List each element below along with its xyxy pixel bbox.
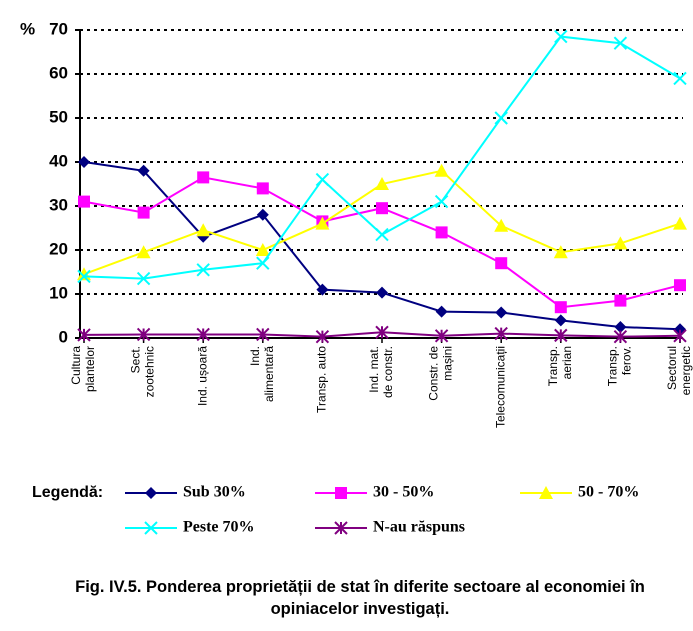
marker: [554, 29, 568, 44]
marker: [196, 223, 211, 237]
marker: [495, 306, 508, 319]
marker: [539, 486, 553, 499]
marker: [137, 164, 150, 177]
marker: [77, 328, 91, 342]
marker: [434, 329, 449, 343]
marker: [613, 236, 628, 250]
marker: [256, 182, 269, 195]
x-tick-label: Constr. demașini: [427, 346, 455, 401]
marker: [136, 327, 151, 342]
marker: [554, 314, 567, 327]
marker: [375, 177, 389, 190]
marker: [136, 245, 151, 259]
x-tick-label: Sectorulenergetic: [665, 346, 693, 395]
chart-title: Fig. IV.5. Ponderea proprietății de stat…: [75, 578, 645, 618]
y-tick-label: 50: [49, 107, 68, 126]
x-tick-label: Culturaplantelor: [69, 346, 97, 392]
legend-marker: [144, 521, 158, 535]
y-tick-label: 30: [49, 195, 68, 214]
marker: [494, 326, 508, 341]
legend-label: N-au răspuns: [373, 519, 465, 536]
marker: [78, 195, 90, 208]
y-tick-label: 40: [49, 151, 68, 170]
marker: [613, 36, 628, 50]
marker: [376, 286, 388, 299]
marker: [256, 327, 270, 342]
marker: [196, 327, 210, 342]
x-tick-label: Transp.ferov.: [606, 346, 634, 386]
y-tick-label: 0: [59, 327, 68, 346]
marker: [78, 156, 90, 168]
marker: [77, 269, 91, 284]
marker: [255, 243, 270, 256]
legend-label: 50 - 70%: [578, 484, 639, 501]
marker: [553, 245, 568, 259]
marker: [334, 521, 348, 535]
marker: [256, 256, 270, 270]
x-tick-label: Ind. mat.de constr.: [367, 346, 395, 398]
legend-marker: [539, 486, 553, 499]
marker: [376, 202, 388, 215]
marker: [673, 216, 687, 230]
x-tick-label: Telecomunicații: [493, 346, 507, 428]
marker: [613, 329, 628, 344]
marker: [554, 301, 567, 314]
marker: [375, 227, 389, 242]
marker: [674, 279, 686, 292]
legend-marker: [335, 487, 347, 499]
y-tick-label: 10: [49, 283, 68, 302]
marker: [375, 325, 389, 339]
marker: [145, 487, 157, 499]
x-tick-label: Ind. ușoară: [195, 346, 209, 406]
marker: [673, 71, 687, 86]
marker: [435, 226, 448, 239]
x-tick-label: Transp. auto: [315, 346, 329, 413]
marker: [554, 328, 568, 343]
marker: [144, 521, 158, 535]
legend-marker: [334, 521, 348, 535]
marker: [256, 208, 269, 221]
legend-marker: [145, 487, 157, 499]
x-tick-label: Sect.zootehnic: [129, 346, 157, 397]
marker: [435, 305, 448, 318]
legend-label: Sub 30%: [183, 484, 246, 501]
marker: [614, 321, 627, 333]
y-tick-label: 20: [49, 239, 68, 258]
y-tick-label: 60: [49, 63, 68, 82]
marker: [137, 206, 150, 219]
legend-title: Legendă:: [32, 484, 103, 501]
legend-label: 30 - 50%: [373, 484, 434, 501]
x-tick-label: Transp.aerian: [546, 346, 574, 386]
marker: [494, 218, 509, 232]
y-axis-label: %: [20, 19, 35, 38]
marker: [434, 163, 449, 177]
marker: [197, 171, 210, 184]
marker: [136, 271, 151, 286]
marker: [315, 329, 330, 344]
series-line: [83, 35, 681, 280]
marker: [434, 194, 449, 209]
marker: [315, 172, 330, 187]
marker: [495, 257, 508, 270]
marker: [335, 487, 347, 499]
marker: [673, 329, 687, 343]
marker: [316, 283, 329, 296]
y-tick-label: 70: [49, 19, 68, 38]
legend-label: Peste 70%: [183, 519, 255, 536]
marker: [614, 294, 627, 307]
x-tick-label: Ind.alimentară: [248, 346, 276, 402]
marker: [196, 263, 210, 277]
marker: [315, 216, 330, 230]
marker: [494, 111, 508, 125]
